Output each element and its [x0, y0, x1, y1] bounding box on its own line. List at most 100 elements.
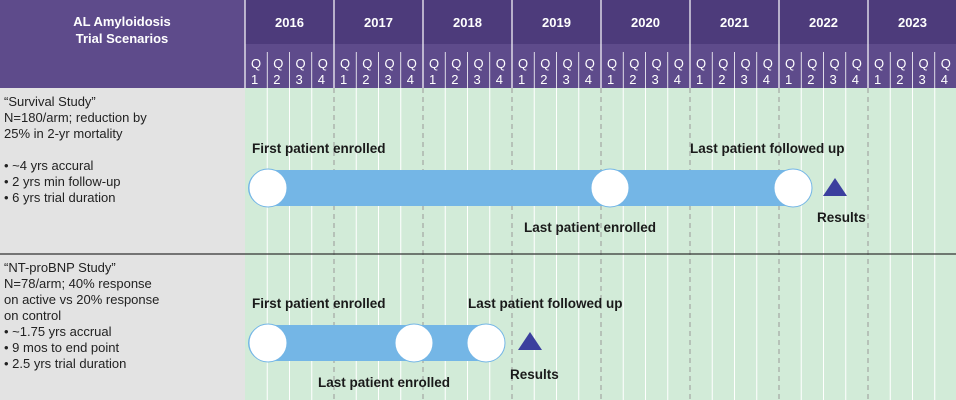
quarter-prefix: Q — [451, 56, 461, 71]
quarter-number: 3 — [474, 72, 481, 87]
quarter-number: 3 — [830, 72, 837, 87]
milestone-label: Last patient followed up — [468, 296, 623, 311]
quarter-prefix: Q — [474, 56, 484, 71]
milestone-marker — [394, 323, 434, 363]
scenario-description: • ~4 yrs accural — [4, 158, 94, 173]
quarter-number: 2 — [807, 72, 814, 87]
quarter-number: 2 — [629, 72, 636, 87]
year-label: 2019 — [542, 15, 571, 30]
quarter-number: 3 — [919, 72, 926, 87]
scenario-description: • ~1.75 yrs accrual — [4, 324, 112, 339]
timeline-bar — [248, 325, 495, 361]
milestone-label: Last patient followed up — [690, 141, 845, 156]
quarter-number: 3 — [741, 72, 748, 87]
quarter-prefix: Q — [785, 56, 795, 71]
quarter-prefix: Q — [696, 56, 706, 71]
quarter-prefix: Q — [718, 56, 728, 71]
scenario-description: 25% in 2-yr mortality — [4, 126, 123, 141]
quarter-prefix: Q — [941, 56, 951, 71]
quarter-prefix: Q — [607, 56, 617, 71]
quarter-number: 4 — [852, 72, 859, 87]
quarter-prefix: Q — [807, 56, 817, 71]
quarter-prefix: Q — [874, 56, 884, 71]
quarter-prefix: Q — [362, 56, 372, 71]
quarter-prefix: Q — [496, 56, 506, 71]
quarter-prefix: Q — [540, 56, 550, 71]
quarter-number: 1 — [785, 72, 792, 87]
quarter-number: 2 — [273, 72, 280, 87]
quarter-number: 3 — [652, 72, 659, 87]
scenario-description: on control — [4, 308, 61, 323]
quarter-prefix: Q — [518, 56, 528, 71]
quarter-prefix: Q — [741, 56, 751, 71]
quarter-prefix: Q — [563, 56, 573, 71]
quarter-number: 2 — [362, 72, 369, 87]
scenario-description: “Survival Study” — [4, 94, 96, 109]
scenario-description: on active vs 20% response — [4, 292, 159, 307]
quarter-prefix: Q — [251, 56, 261, 71]
quarter-number: 4 — [585, 72, 592, 87]
quarter-prefix: Q — [318, 56, 328, 71]
results-marker — [823, 178, 847, 196]
quarter-prefix: Q — [896, 56, 906, 71]
quarter-prefix: Q — [674, 56, 684, 71]
milestone-label: Results — [817, 210, 866, 225]
quarter-number: 3 — [296, 72, 303, 87]
header-left — [0, 0, 245, 88]
quarter-number: 3 — [385, 72, 392, 87]
milestone-label: Results — [510, 367, 559, 382]
quarter-prefix: Q — [629, 56, 639, 71]
scenario-description: N=180/arm; reduction by — [4, 110, 147, 125]
quarter-number: 4 — [318, 72, 325, 87]
scenario-description: • 6 yrs trial duration — [4, 190, 115, 205]
quarter-prefix: Q — [429, 56, 439, 71]
description-column — [0, 88, 245, 400]
quarter-prefix: Q — [763, 56, 773, 71]
quarter-number: 4 — [763, 72, 770, 87]
quarter-prefix: Q — [852, 56, 862, 71]
milestone-marker — [248, 168, 288, 208]
scenario-description: • 9 mos to end point — [4, 340, 120, 355]
milestone-label: Last patient enrolled — [524, 220, 656, 235]
quarter-number: 1 — [340, 72, 347, 87]
quarter-number: 2 — [540, 72, 547, 87]
milestone-marker — [466, 323, 506, 363]
quarter-number: 1 — [429, 72, 436, 87]
quarter-number: 4 — [407, 72, 414, 87]
scenario-description: N=78/arm; 40% response — [4, 276, 152, 291]
quarter-prefix: Q — [830, 56, 840, 71]
results-marker — [518, 332, 542, 350]
scenario-description: • 2.5 yrs trial duration — [4, 356, 126, 371]
year-label: 2021 — [720, 15, 749, 30]
quarter-prefix: Q — [652, 56, 662, 71]
year-label: 2020 — [631, 15, 660, 30]
milestone-label: First patient enrolled — [252, 141, 386, 156]
quarter-prefix: Q — [585, 56, 595, 71]
quarter-number: 1 — [251, 72, 258, 87]
milestone-marker — [590, 168, 630, 208]
quarter-number: 2 — [451, 72, 458, 87]
quarter-number: 4 — [496, 72, 503, 87]
quarter-prefix: Q — [340, 56, 350, 71]
quarter-prefix: Q — [296, 56, 306, 71]
milestone-label: Last patient enrolled — [318, 375, 450, 390]
year-label: 2016 — [275, 15, 304, 30]
quarter-number: 2 — [718, 72, 725, 87]
year-label: 2023 — [898, 15, 927, 30]
quarter-number: 3 — [563, 72, 570, 87]
quarter-number: 2 — [896, 72, 903, 87]
quarter-number: 1 — [874, 72, 881, 87]
quarter-prefix: Q — [273, 56, 283, 71]
quarter-number: 1 — [696, 72, 703, 87]
year-label: 2022 — [809, 15, 838, 30]
scenario-description: “NT-proBNP Study” — [4, 260, 116, 275]
header-title: Trial Scenarios — [76, 31, 169, 46]
year-label: 2018 — [453, 15, 482, 30]
quarter-number: 1 — [607, 72, 614, 87]
header-title: AL Amyloidosis — [73, 14, 171, 29]
scenario-description: • 2 yrs min follow-up — [4, 174, 121, 189]
timeline-bar — [248, 170, 808, 206]
quarter-prefix: Q — [919, 56, 929, 71]
quarter-number: 4 — [941, 72, 948, 87]
